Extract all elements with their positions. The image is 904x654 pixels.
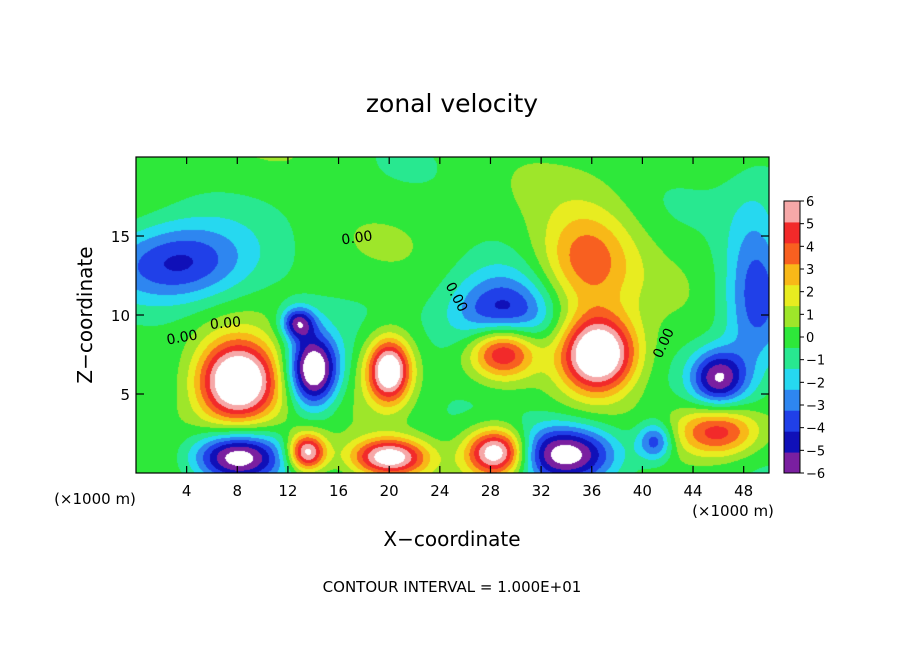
colorbar-tick-label: −1 [806, 354, 825, 369]
x-tick-label: 44 [683, 482, 702, 500]
colorbar-tick-label: 0 [806, 331, 814, 346]
y-axis-label: Z−coordinate [73, 246, 97, 383]
x-tick-label: 16 [329, 482, 348, 500]
colorbar-swatch [784, 305, 800, 328]
colorbar-swatch [784, 242, 800, 265]
contour-label: 0.00 [165, 327, 198, 348]
y-tick-label: 10 [111, 307, 130, 325]
colorbar-tick-label: 3 [806, 263, 814, 278]
x-tick-label: 20 [380, 482, 399, 500]
colorbar-tick-label: 5 [806, 218, 814, 233]
colorbar-tick-label: 4 [806, 240, 814, 255]
y-axis-ticks: 5 10 15 [111, 228, 769, 404]
x-tick-label: 40 [633, 482, 652, 500]
z-unit-label-right: (×1000 m) [692, 502, 774, 520]
x-tick-label: 36 [582, 482, 601, 500]
x-axis-ticks: 4 8 12 16 20 24 28 32 36 40 44 48 [182, 157, 753, 500]
x-tick-label: 4 [182, 482, 192, 500]
colorbar-swatch [784, 368, 800, 390]
x-tick-label: 8 [233, 482, 243, 500]
chart-title: zonal velocity [366, 89, 538, 118]
colorbar-swatch [784, 326, 800, 348]
colorbar-swatch [784, 347, 800, 369]
x-tick-label: 24 [430, 482, 449, 500]
x-axis-label: X−coordinate [383, 527, 520, 551]
x-tick-label: 48 [734, 482, 753, 500]
colorbar-tick-label: −6 [806, 467, 825, 482]
x-unit-label-left: (×1000 m) [54, 490, 136, 508]
colorbar-tick-label: 2 [806, 286, 814, 301]
colorbar-tick-label: −4 [806, 422, 825, 437]
colorbar-swatch [784, 452, 800, 474]
colorbar-swatch [784, 201, 800, 223]
colorbar-swatch [784, 389, 800, 411]
colorbar-tick-label: 6 [806, 195, 814, 210]
contour-label: 0.00 [340, 228, 373, 248]
colorbar-tick-label: −5 [806, 444, 825, 459]
colorbar-tick-label: −3 [806, 399, 825, 414]
colorbar: 6 5 4 3 2 1 0 −1 −2 −3 −4 −5 −6 [783, 195, 825, 482]
x-tick-label: 12 [278, 482, 297, 500]
colorbar-swatch [784, 431, 800, 453]
colorbar-tick-label: 1 [806, 308, 814, 323]
contour-label: 0.00 [209, 314, 241, 333]
colorbar-swatch [784, 221, 800, 244]
colorbar-swatch [784, 263, 800, 286]
y-tick-label: 5 [120, 386, 130, 404]
colorbar-tick-label: −2 [806, 376, 825, 391]
colorbar-swatch [784, 284, 800, 307]
y-tick-label: 15 [111, 228, 130, 246]
contour-interval-note: CONTOUR INTERVAL = 1.000E+01 [323, 578, 582, 596]
heatmap-field [136, 157, 769, 473]
x-tick-label: 32 [532, 482, 551, 500]
x-tick-label: 28 [481, 482, 500, 500]
colorbar-swatch [784, 410, 800, 432]
